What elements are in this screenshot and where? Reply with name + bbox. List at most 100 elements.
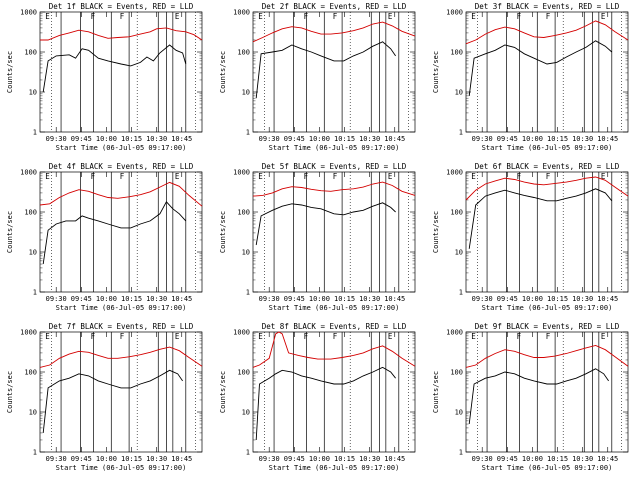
panel-det-7: Det 7f BLACK = Events, RED = LLD 1 10 100 10…	[0, 320, 213, 480]
y-tick-label: 1000	[446, 9, 463, 17]
y-axis-label: Counts/sec	[432, 51, 440, 93]
series-line	[42, 201, 187, 265]
x-tick-label: 10:15	[547, 455, 568, 463]
x-tick-label: 10:45	[171, 135, 192, 143]
plot-frame	[465, 171, 629, 293]
chart-title: Det 5f BLACK = Events, RED = LLD	[262, 162, 407, 171]
flag-letter: E	[388, 12, 393, 21]
flag-letter: F	[546, 332, 551, 341]
x-tick-label: 10:30	[572, 295, 593, 303]
x-tick-label: 10:30	[146, 455, 167, 463]
x-tick-label: 09:30	[472, 455, 493, 463]
x-tick-label: 10:45	[384, 135, 405, 143]
x-tick-label: 09:45	[71, 135, 92, 143]
series-line	[39, 346, 203, 368]
plot-frame	[252, 171, 416, 293]
plot-frame	[465, 11, 629, 133]
y-axis-label: Counts/sec	[432, 211, 440, 253]
x-tick-label: 10:15	[547, 295, 568, 303]
y-tick-label: 10	[455, 89, 463, 97]
plot-frame	[465, 331, 629, 453]
y-tick-label: 1	[33, 129, 37, 137]
x-tick-label: 09:30	[472, 135, 493, 143]
x-tick-label: 09:45	[284, 455, 305, 463]
flag-letter: E	[258, 12, 263, 21]
y-tick-label: 1000	[446, 169, 463, 177]
y-tick-label: 1	[459, 289, 463, 297]
x-tick-label: 10:45	[597, 135, 618, 143]
x-tick-label: 10:00	[96, 135, 117, 143]
chart-svg: Det 7f BLACK = Events, RED = LLD 1 10 100 10…	[6, 322, 203, 472]
y-tick-label: 100	[237, 49, 250, 57]
y-tick-label: 10	[242, 89, 250, 97]
x-tick-label: 10:45	[384, 295, 405, 303]
flag-letter: F	[120, 332, 125, 341]
y-tick-label: 10	[29, 249, 37, 257]
series-line	[255, 202, 396, 246]
y-tick-label: 10	[29, 409, 37, 417]
flag-letter: F	[333, 172, 338, 181]
x-tick-label: 09:45	[71, 295, 92, 303]
flag-letter: E	[601, 172, 606, 181]
x-tick-label: 09:45	[284, 135, 305, 143]
flag-letter: E	[258, 332, 263, 341]
x-tick-label: 10:00	[309, 135, 330, 143]
x-tick-label: 10:00	[522, 135, 543, 143]
y-tick-label: 1	[33, 289, 37, 297]
x-tick-label: 09:45	[497, 135, 518, 143]
x-axis-label: Start Time (06-Jul-05 09:17:00)	[482, 144, 613, 152]
y-tick-label: 1	[459, 449, 463, 457]
x-tick-label: 10:45	[171, 295, 192, 303]
x-tick-label: 10:00	[309, 455, 330, 463]
panel-det-6: Det 6f BLACK = Events, RED = LLD 1 10 100 10…	[426, 160, 639, 320]
x-tick-label: 10:45	[597, 295, 618, 303]
series-line	[42, 369, 183, 433]
x-tick-label: 10:00	[522, 295, 543, 303]
x-tick-label: 10:30	[359, 295, 380, 303]
x-tick-label: 10:30	[572, 135, 593, 143]
x-axis-label: Start Time (06-Jul-05 09:17:00)	[56, 304, 187, 312]
y-axis-label: Counts/sec	[6, 371, 14, 413]
y-tick-label: 10	[242, 409, 250, 417]
panel-det-9: Det 9f BLACK = Events, RED = LLD 1 10 100 10…	[426, 320, 639, 480]
x-tick-label: 10:30	[146, 135, 167, 143]
plot-frame	[252, 11, 416, 133]
x-tick-label: 10:15	[547, 135, 568, 143]
flag-letter: E	[45, 12, 50, 21]
panel-det-3: Det 3f BLACK = Events, RED = LLD 1 10 100 10…	[426, 0, 639, 160]
x-tick-label: 09:30	[259, 455, 280, 463]
x-tick-label: 09:45	[497, 295, 518, 303]
series-line	[252, 181, 416, 197]
flag-letter: F	[91, 172, 96, 181]
y-axis-label: Counts/sec	[219, 371, 227, 413]
y-tick-label: 1	[246, 289, 250, 297]
y-axis-label: Counts/sec	[6, 51, 14, 93]
y-tick-label: 1	[246, 449, 250, 457]
plot-frame	[39, 331, 203, 453]
series-line	[39, 181, 203, 207]
plot-frame	[39, 11, 203, 133]
flag-letter: E	[471, 172, 476, 181]
flag-letter: F	[517, 12, 522, 21]
x-tick-label: 10:45	[597, 455, 618, 463]
series-line	[465, 20, 629, 45]
series-line	[255, 41, 396, 99]
x-tick-label: 10:00	[309, 295, 330, 303]
flag-letter: E	[175, 172, 180, 181]
flag-letter: E	[45, 332, 50, 341]
x-tick-label: 09:45	[284, 295, 305, 303]
y-tick-label: 10	[29, 89, 37, 97]
series-line	[255, 366, 396, 441]
chart-title: Det 9f BLACK = Events, RED = LLD	[475, 322, 620, 331]
y-tick-label: 1000	[20, 329, 37, 337]
flag-letter: F	[333, 12, 338, 21]
y-tick-label: 100	[24, 369, 37, 377]
flag-letter: E	[388, 332, 393, 341]
series-line	[468, 40, 613, 96]
flag-letter: E	[388, 172, 393, 181]
flag-letter: E	[471, 332, 476, 341]
y-tick-label: 100	[24, 209, 37, 217]
x-tick-label: 10:30	[146, 295, 167, 303]
y-tick-label: 1000	[233, 329, 250, 337]
